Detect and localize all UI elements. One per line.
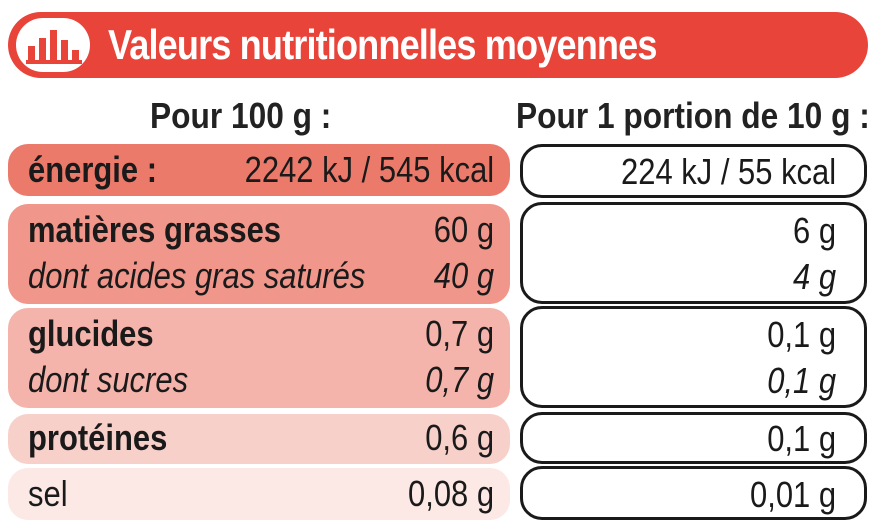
carbs-value-portion: 0,1 g <box>767 314 836 355</box>
protein-value-100g: 0,6 g <box>425 417 494 458</box>
page-title: Valeurs nutritionnelles moyennes <box>108 21 657 68</box>
carbs-label: glucides <box>28 313 154 354</box>
fat-value-100g: 60 g <box>433 209 494 250</box>
row-fat-left: matières grasses 60 g dont acides gras s… <box>8 204 510 304</box>
title-banner: Valeurs nutritionnelles moyennes <box>8 12 868 78</box>
sugars-label: dont sucres <box>28 359 189 400</box>
fat-label: matières grasses <box>28 209 282 250</box>
energy-label: énergie : <box>28 149 158 190</box>
saturated-fat-value-100g: 40 g <box>433 255 494 296</box>
saturated-fat-label: dont acides gras saturés <box>28 255 366 296</box>
salt-value-portion: 0,01 g <box>749 474 836 515</box>
row-salt-left: sel 0,08 g <box>8 468 510 520</box>
fat-value-portion: 6 g <box>792 210 836 251</box>
row-protein-right: 0,1 g <box>520 412 867 464</box>
header-per-100g: Pour 100 g : <box>150 95 332 136</box>
energy-value-100g: 2242 kJ / 545 kcal <box>244 149 494 190</box>
row-fat-right: 6 g 4 g <box>520 202 867 304</box>
carbs-value-100g: 0,7 g <box>425 313 494 354</box>
sugars-value-100g: 0,7 g <box>425 359 494 400</box>
chart-icon <box>16 18 90 72</box>
protein-label: protéines <box>28 417 168 458</box>
salt-value-100g: 0,08 g <box>407 473 494 514</box>
protein-value-portion: 0,1 g <box>767 418 836 459</box>
row-salt-right: 0,01 g <box>520 466 867 520</box>
sugars-value-portion: 0,1 g <box>767 360 836 401</box>
row-energy-left: énergie : 2242 kJ / 545 kcal <box>8 144 510 196</box>
row-protein-left: protéines 0,6 g <box>8 414 510 464</box>
row-carbs-left: glucides 0,7 g dont sucres 0,7 g <box>8 308 510 408</box>
saturated-fat-value-portion: 4 g <box>792 256 836 297</box>
header-per-portion: Pour 1 portion de 10 g : <box>516 95 870 136</box>
row-energy-right: 224 kJ / 55 kcal <box>520 144 867 198</box>
energy-value-portion: 224 kJ / 55 kcal <box>620 151 836 192</box>
salt-label: sel <box>28 473 68 514</box>
row-carbs-right: 0,1 g 0,1 g <box>520 306 867 408</box>
